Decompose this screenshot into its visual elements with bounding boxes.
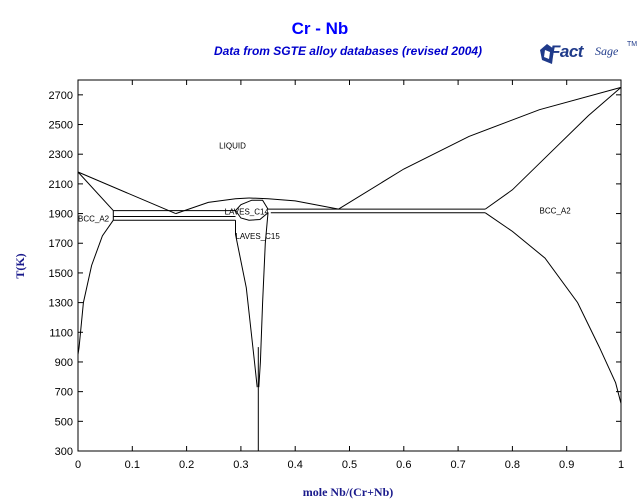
- phase-labels: LIQUID BCC_A2 LAVES_C14 LAVES_C15 BCC_A2: [78, 141, 571, 241]
- x-tick-label: 1: [618, 459, 624, 471]
- logo-text-sage: Sage: [595, 44, 619, 58]
- x-tick-label: 0.1: [125, 459, 140, 471]
- phase-boundary-line: [77, 171, 114, 211]
- phase-boundary-line: [77, 219, 114, 355]
- y-tick-label: 2100: [49, 179, 73, 191]
- x-tick-label: 0.4: [288, 459, 303, 471]
- x-tick-label: 0.5: [342, 459, 357, 471]
- y-tick-label: 500: [55, 416, 73, 428]
- phase-boundary-line: [485, 212, 622, 404]
- y-tick-label: 2700: [49, 90, 73, 102]
- phase-boundary-line: [175, 197, 250, 215]
- x-axis-title: mole Nb/(Cr+Nb): [303, 485, 394, 499]
- y-tick-label: 2500: [49, 120, 73, 132]
- phase-boundary-line: [338, 86, 622, 210]
- x-tick-label: 0.6: [396, 459, 411, 471]
- chart-title: Cr - Nb: [291, 19, 349, 38]
- phase-boundaries: [77, 86, 622, 451]
- phase-label: BCC_A2: [78, 215, 110, 224]
- phase-boundary-line: [77, 171, 176, 215]
- y-tick-label: 700: [55, 387, 73, 399]
- phase-boundary-line: [248, 197, 339, 210]
- phase-label: LIQUID: [219, 141, 246, 150]
- x-tick-label: 0.2: [179, 459, 194, 471]
- x-tick-label: 0.8: [505, 459, 520, 471]
- x-tick-label: 0.3: [233, 459, 248, 471]
- logo-tm: TM: [627, 41, 638, 48]
- phase-label: BCC_A2: [540, 207, 572, 216]
- y-tick-label: 1500: [49, 268, 73, 280]
- logo-text-fact: Fact: [550, 42, 583, 61]
- y-tick-label: 1300: [49, 298, 73, 310]
- axis-ticks: 0 0.1 0.2 0.3 0.4 0.5 0.6 0.7 0.8 0.9 130050070090…: [49, 80, 624, 471]
- plot-frame: [77, 79, 622, 452]
- factsage-logo: Fact Sage TM: [538, 38, 638, 72]
- phase-boundary-line: [485, 87, 622, 210]
- y-tick-label: 1100: [49, 327, 73, 339]
- y-tick-label: 1700: [49, 238, 73, 250]
- phase-label: LAVES_C14: [225, 207, 270, 216]
- chart-subtitle: Data from SGTE alloy databases (revised …: [213, 44, 483, 58]
- y-tick-label: 300: [55, 446, 73, 458]
- x-tick-label: 0.9: [559, 459, 574, 471]
- y-tick-label: 2300: [49, 149, 73, 161]
- y-tick-label: 900: [55, 357, 73, 369]
- phase-boundary-line: [235, 199, 269, 211]
- x-tick-label: 0.7: [450, 459, 465, 471]
- y-axis-title: T(K): [13, 253, 27, 278]
- phase-label: LAVES_C15: [235, 232, 280, 241]
- factsage-logo-icon: [540, 44, 554, 64]
- y-tick-label: 1900: [49, 209, 73, 221]
- x-tick-label: 0: [75, 459, 81, 471]
- phase-boundary-line: [258, 212, 269, 388]
- phase-boundary-line: [235, 210, 269, 221]
- phase-boundary-line: [235, 220, 258, 388]
